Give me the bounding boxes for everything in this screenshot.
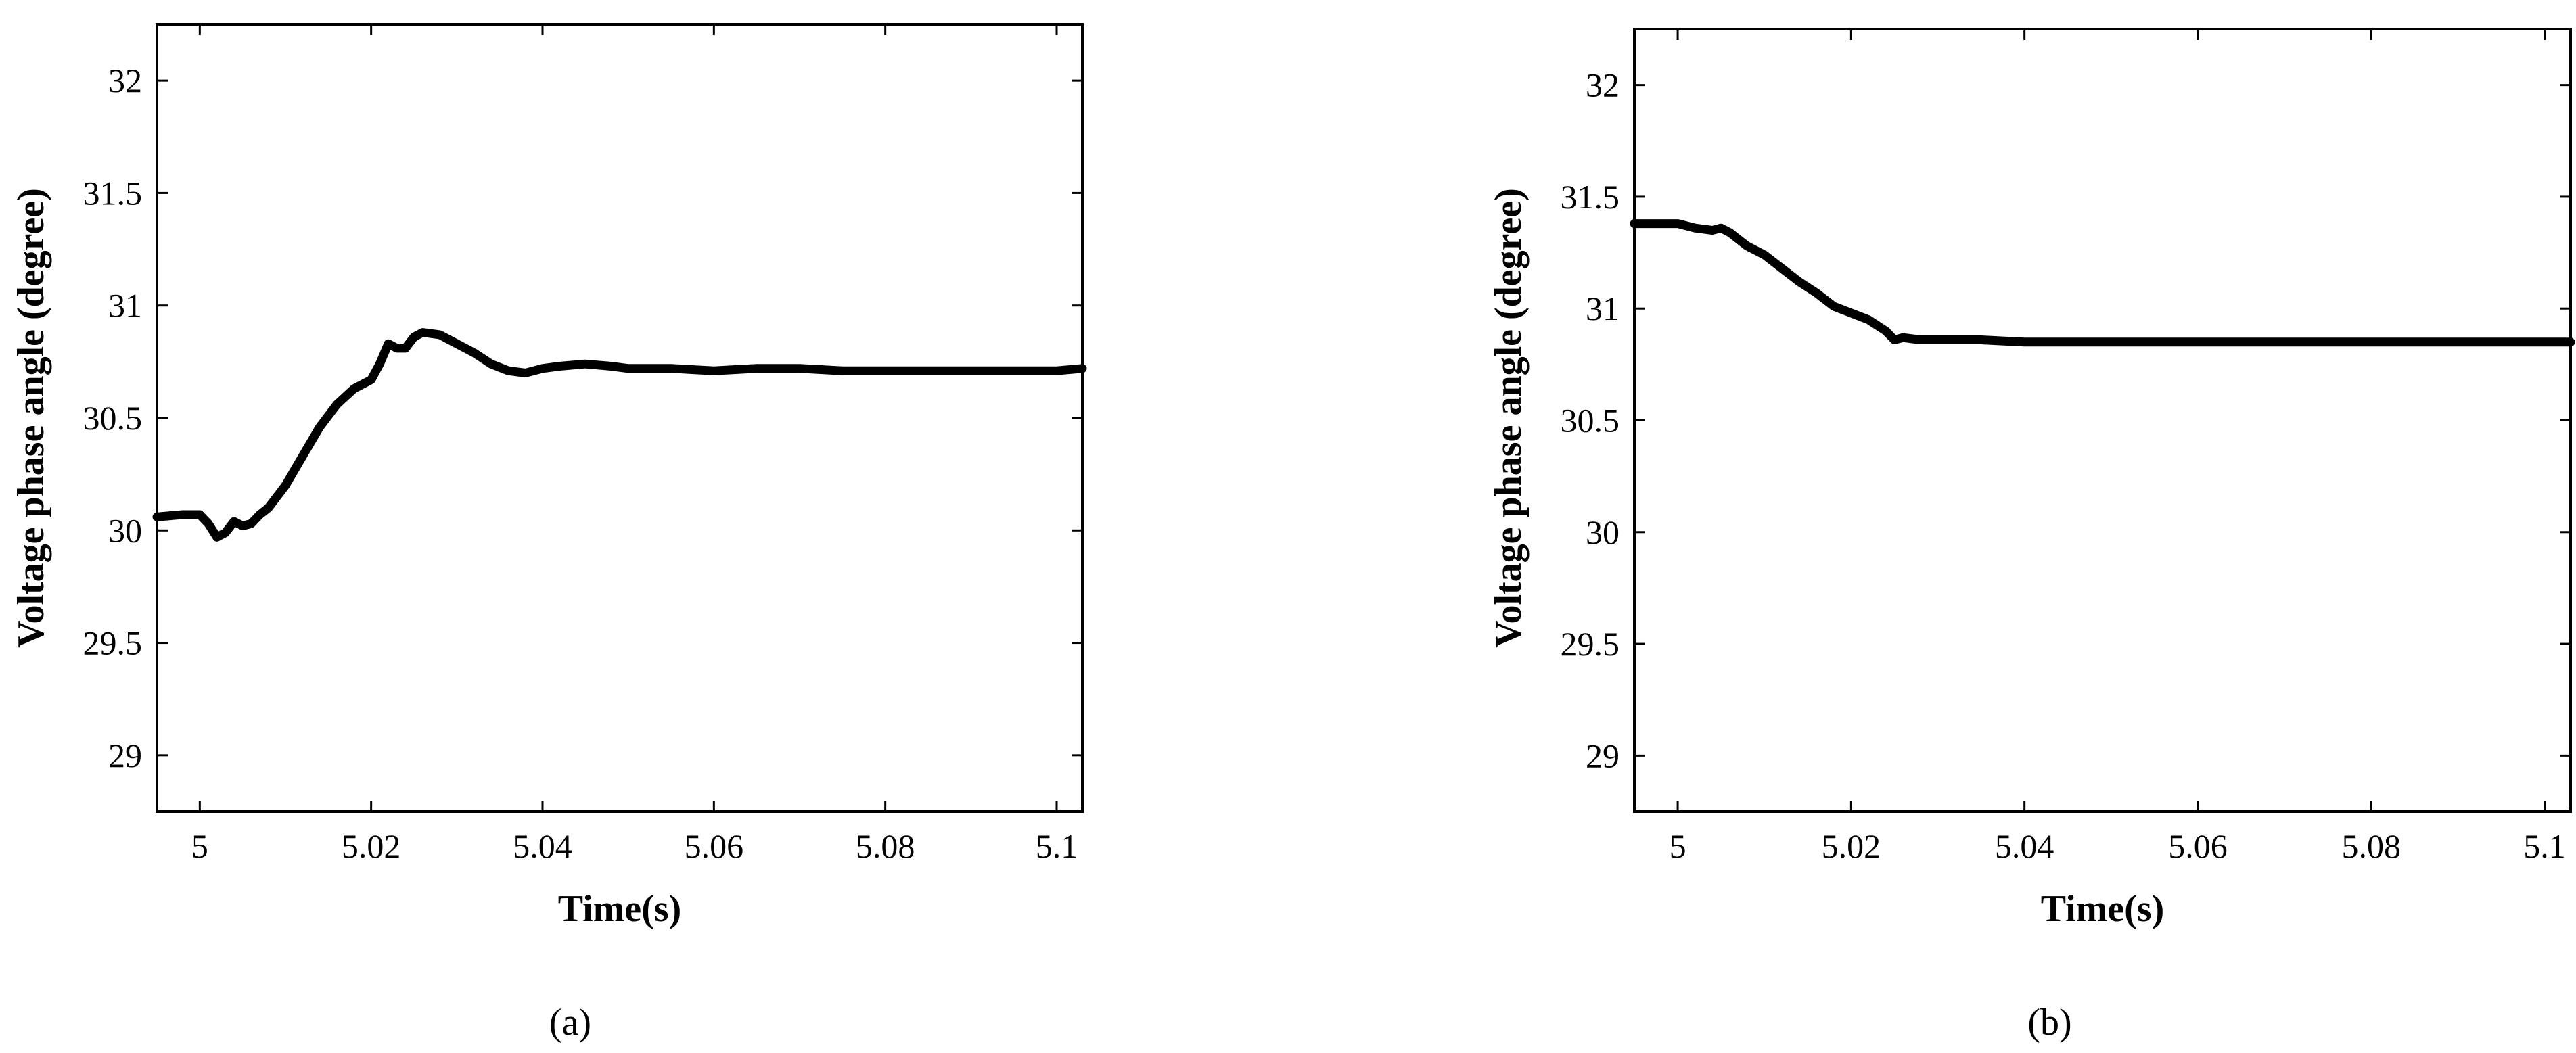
x-tick-label: 5.08 xyxy=(2342,827,2401,865)
x-tick-label: 5.06 xyxy=(685,827,744,865)
series-line xyxy=(152,328,1087,542)
panel-caption: (b) xyxy=(2027,1002,2071,1044)
y-tick-label: 29.5 xyxy=(83,624,143,662)
x-axis-title: Time(s) xyxy=(2041,888,2165,930)
x-tick-label: 5.06 xyxy=(2168,827,2228,865)
x-tick-label: 5.1 xyxy=(1036,827,1078,865)
y-tick-label: 31.5 xyxy=(83,174,143,212)
y-tick-label: 31 xyxy=(1586,289,1619,327)
x-ticks: 5 5.02 5.04 5.06 5.08 5.1 xyxy=(1670,29,2566,865)
x-ticks: 5 5.02 5.04 5.06 5.08 5.1 xyxy=(191,24,1078,865)
y-axis-title: Voltage phase angle (degree) xyxy=(1488,188,1530,648)
x-tick-label: 5.08 xyxy=(856,827,915,865)
x-tick-label: 5.04 xyxy=(513,827,572,865)
y-tick-label: 30 xyxy=(108,511,142,549)
y-tick-label: 31.5 xyxy=(1561,178,1620,216)
y-tick-label: 32 xyxy=(1586,66,1619,104)
y-tick-label: 30.5 xyxy=(83,399,143,437)
x-tick-label: 5.02 xyxy=(342,827,401,865)
panel-caption: (a) xyxy=(549,1002,591,1044)
series-group xyxy=(152,328,1087,542)
y-tick-label: 30 xyxy=(1586,513,1619,551)
x-tick-label: 5 xyxy=(1670,827,1686,865)
y-axis-title: Voltage phase angle (degree) xyxy=(10,188,52,648)
y-tick-label: 30.5 xyxy=(1561,402,1620,440)
plot-frame xyxy=(1633,28,2572,813)
y-ticks: 29 29.5 30 30.5 31 31.5 32 xyxy=(1561,66,2571,774)
y-tick-label: 32 xyxy=(108,62,142,99)
series-group xyxy=(1630,219,2575,347)
x-tick-label: 5.1 xyxy=(2523,827,2566,865)
y-tick-label: 29 xyxy=(108,736,142,774)
y-tick-label: 29 xyxy=(1586,736,1619,774)
y-tick-label: 31 xyxy=(108,287,142,325)
y-ticks: 29 29.5 30 30.5 31 31.5 32 xyxy=(83,62,1082,774)
plot-frame xyxy=(156,23,1084,813)
y-tick-label: 29.5 xyxy=(1561,625,1620,663)
series-line xyxy=(1630,219,2575,347)
x-tick-label: 5.02 xyxy=(1822,827,1881,865)
x-tick-label: 5.04 xyxy=(1995,827,2054,865)
chart-panel-a: 5 5.02 5.04 5.06 5.08 5.1 29 29.5 30 30.5 31 31.5 3… xyxy=(10,23,1087,1044)
x-tick-label: 5 xyxy=(191,827,208,865)
chart-panel-b: 5 5.02 5.04 5.06 5.08 5.1 29 29.5 30 30.5 31 31.5 3… xyxy=(1488,28,2575,1044)
x-axis-title: Time(s) xyxy=(558,888,682,930)
